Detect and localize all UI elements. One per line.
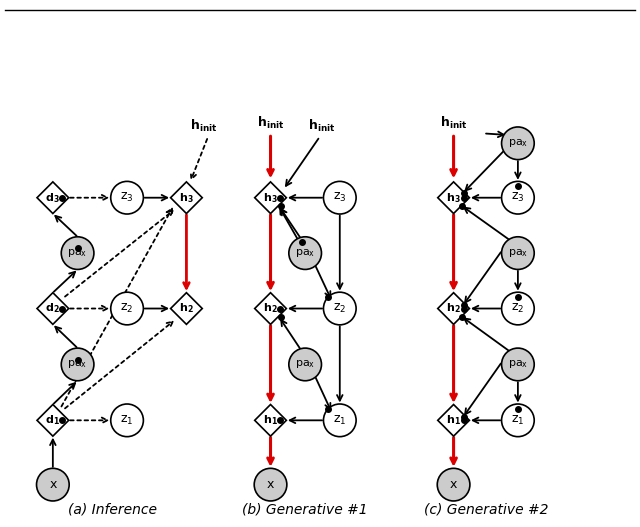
Text: $\mathregular{z_{2}}$: $\mathregular{z_{2}}$ [511, 302, 525, 315]
Text: $\mathbf{h}_{\mathbf{init}}$: $\mathbf{h}_{\mathbf{init}}$ [440, 115, 467, 131]
Text: $\mathregular{pa_{x}}$: $\mathregular{pa_{x}}$ [508, 247, 528, 259]
Text: $\mathregular{h_{3}}$: $\mathregular{h_{3}}$ [179, 191, 194, 204]
Circle shape [502, 237, 534, 269]
Text: $\mathregular{z_{3}}$: $\mathregular{z_{3}}$ [333, 191, 347, 204]
Text: (a) Inference: (a) Inference [68, 502, 157, 516]
Circle shape [36, 469, 69, 501]
Polygon shape [171, 182, 202, 213]
Polygon shape [255, 405, 286, 436]
Text: $\mathregular{h_{1}}$: $\mathregular{h_{1}}$ [446, 413, 461, 427]
Circle shape [323, 292, 356, 325]
Text: $\mathregular{h_{3}}$: $\mathregular{h_{3}}$ [446, 191, 461, 204]
Text: $\mathbf{h}_{\mathbf{init}}$: $\mathbf{h}_{\mathbf{init}}$ [308, 118, 335, 134]
Text: $\mathregular{z_{2}}$: $\mathregular{z_{2}}$ [120, 302, 134, 315]
Text: $\mathbf{h}_{\mathbf{init}}$: $\mathbf{h}_{\mathbf{init}}$ [257, 115, 284, 131]
Circle shape [502, 348, 534, 380]
Circle shape [61, 348, 94, 380]
Text: $\mathregular{pa_{x}}$: $\mathregular{pa_{x}}$ [67, 358, 88, 370]
Circle shape [437, 469, 470, 501]
Circle shape [323, 404, 356, 437]
Text: $\mathregular{pa_{x}}$: $\mathregular{pa_{x}}$ [295, 358, 316, 370]
Polygon shape [438, 405, 469, 436]
Circle shape [289, 348, 321, 380]
Polygon shape [438, 292, 469, 324]
Polygon shape [37, 182, 68, 213]
Text: $\mathregular{d_{1}}$: $\mathregular{d_{1}}$ [45, 413, 60, 427]
Text: x: x [49, 478, 56, 491]
Text: $\mathregular{h_{1}}$: $\mathregular{h_{1}}$ [263, 413, 278, 427]
Circle shape [111, 404, 143, 437]
Text: $\mathregular{pa_{x}}$: $\mathregular{pa_{x}}$ [508, 137, 528, 149]
Text: $\mathregular{d_{2}}$: $\mathregular{d_{2}}$ [45, 301, 60, 316]
Text: $\mathbf{h}_{\mathbf{init}}$: $\mathbf{h}_{\mathbf{init}}$ [189, 118, 217, 134]
Circle shape [502, 181, 534, 214]
Polygon shape [255, 182, 286, 213]
Polygon shape [438, 182, 469, 213]
Text: x: x [450, 478, 457, 491]
Text: (c) Generative #2: (c) Generative #2 [424, 502, 548, 516]
Text: $\mathregular{d_{3}}$: $\mathregular{d_{3}}$ [45, 191, 60, 204]
Text: $\mathregular{z_{1}}$: $\mathregular{z_{1}}$ [333, 414, 346, 427]
Text: $\mathregular{h_{2}}$: $\mathregular{h_{2}}$ [263, 301, 278, 316]
Text: $\mathregular{z_{1}}$: $\mathregular{z_{1}}$ [511, 414, 525, 427]
Text: $\mathregular{h_{2}}$: $\mathregular{h_{2}}$ [446, 301, 461, 316]
Text: $\mathregular{pa_{x}}$: $\mathregular{pa_{x}}$ [295, 247, 316, 259]
Circle shape [61, 237, 94, 269]
Text: $\mathregular{z_{3}}$: $\mathregular{z_{3}}$ [511, 191, 525, 204]
Text: $\mathregular{z_{1}}$: $\mathregular{z_{1}}$ [120, 414, 134, 427]
Circle shape [111, 292, 143, 325]
Circle shape [111, 181, 143, 214]
Text: $\mathregular{z_{3}}$: $\mathregular{z_{3}}$ [120, 191, 134, 204]
Polygon shape [37, 405, 68, 436]
Circle shape [254, 469, 287, 501]
Circle shape [289, 237, 321, 269]
Polygon shape [171, 292, 202, 324]
Text: $\mathregular{pa_{x}}$: $\mathregular{pa_{x}}$ [67, 247, 88, 259]
Text: x: x [267, 478, 274, 491]
Circle shape [502, 404, 534, 437]
Circle shape [323, 181, 356, 214]
Text: $\mathregular{z_{2}}$: $\mathregular{z_{2}}$ [333, 302, 346, 315]
Polygon shape [37, 292, 68, 324]
Circle shape [502, 292, 534, 325]
Text: $\mathregular{h_{3}}$: $\mathregular{h_{3}}$ [263, 191, 278, 204]
Text: $\mathregular{pa_{x}}$: $\mathregular{pa_{x}}$ [508, 358, 528, 370]
Polygon shape [255, 292, 286, 324]
Text: $\mathregular{h_{2}}$: $\mathregular{h_{2}}$ [179, 301, 194, 316]
Text: (b) Generative #1: (b) Generative #1 [243, 502, 368, 516]
Circle shape [502, 127, 534, 160]
